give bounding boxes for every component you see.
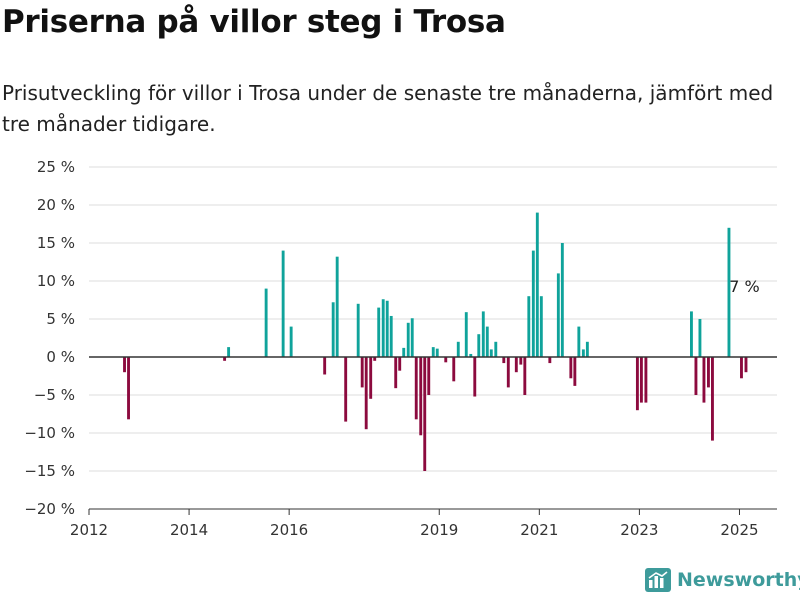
bar bbox=[373, 357, 377, 361]
y-tick-label: 5 % bbox=[46, 310, 75, 328]
bar bbox=[398, 357, 402, 371]
latest-value-annotation: 7 % bbox=[729, 277, 759, 296]
bar bbox=[581, 349, 585, 357]
bar bbox=[577, 326, 581, 357]
bar bbox=[690, 311, 693, 357]
bar bbox=[698, 319, 702, 357]
y-tick-label: 10 % bbox=[37, 272, 75, 290]
bar bbox=[477, 334, 481, 357]
bar bbox=[485, 326, 489, 357]
bar bbox=[556, 273, 560, 357]
y-tick-label: −15 % bbox=[24, 462, 75, 480]
bar bbox=[456, 341, 460, 357]
axes: −20 % −15 % −10 % −5 % 0 % 5 % 10 % 15 % 20 % 25 … bbox=[24, 158, 777, 539]
y-tick-label: 15 % bbox=[37, 234, 75, 252]
newsworthy-logo-text: Newsworthy bbox=[677, 569, 800, 591]
bar bbox=[744, 357, 748, 373]
y-tick-label: −10 % bbox=[24, 424, 75, 442]
bar bbox=[740, 357, 743, 379]
bar bbox=[506, 357, 510, 388]
bar bbox=[639, 357, 643, 403]
bar bbox=[635, 357, 639, 411]
bar bbox=[469, 353, 473, 357]
bar bbox=[427, 357, 431, 395]
bar bbox=[335, 256, 339, 357]
bar bbox=[385, 300, 389, 357]
bar bbox=[381, 299, 385, 357]
bar bbox=[281, 250, 285, 357]
bar bbox=[344, 357, 348, 422]
bar bbox=[481, 311, 485, 357]
bar bbox=[494, 341, 498, 357]
y-tick-label: 25 % bbox=[37, 158, 75, 176]
bar bbox=[394, 357, 398, 389]
bar bbox=[127, 357, 130, 420]
bars bbox=[123, 212, 748, 471]
bar bbox=[531, 250, 535, 357]
bar bbox=[264, 288, 268, 357]
bar bbox=[523, 357, 527, 395]
newsworthy-logo-icon bbox=[645, 568, 671, 592]
bar bbox=[527, 296, 531, 357]
bar bbox=[410, 318, 414, 357]
bar bbox=[702, 357, 706, 403]
bar bbox=[569, 357, 573, 379]
bar bbox=[369, 357, 373, 399]
bar bbox=[364, 357, 368, 430]
y-tick-label: 0 % bbox=[46, 348, 75, 366]
x-tick-label: 2016 bbox=[270, 521, 308, 539]
bar bbox=[539, 296, 543, 357]
bar bbox=[389, 315, 393, 357]
page-title: Priserna på villor steg i Trosa bbox=[2, 4, 506, 40]
bar bbox=[223, 357, 227, 361]
x-tick-label: 2019 bbox=[420, 521, 458, 539]
bar bbox=[406, 322, 410, 357]
newsworthy-logo: Newsworthy bbox=[645, 568, 800, 592]
bar bbox=[402, 347, 406, 357]
bar bbox=[573, 357, 577, 386]
y-tick-label: −5 % bbox=[34, 386, 75, 404]
x-tick-label: 2025 bbox=[720, 521, 758, 539]
bar bbox=[585, 341, 589, 357]
bar bbox=[444, 357, 448, 363]
y-tick-label: 20 % bbox=[37, 196, 75, 214]
bar bbox=[289, 326, 293, 357]
bar bbox=[360, 357, 364, 388]
bar bbox=[431, 347, 435, 357]
bar bbox=[502, 357, 506, 364]
bar bbox=[694, 357, 698, 395]
bar bbox=[356, 303, 360, 357]
x-tick-label: 2012 bbox=[70, 521, 108, 539]
bar bbox=[644, 357, 648, 403]
bar bbox=[323, 357, 327, 375]
bar bbox=[419, 357, 423, 436]
bar bbox=[519, 357, 523, 365]
x-tick-label: 2023 bbox=[620, 521, 658, 539]
bar bbox=[123, 357, 126, 373]
bar bbox=[560, 243, 564, 357]
x-tick-label: 2014 bbox=[170, 521, 208, 539]
bar bbox=[473, 357, 477, 397]
bar bbox=[548, 357, 552, 364]
bar bbox=[707, 357, 710, 388]
bar bbox=[711, 357, 714, 441]
bar bbox=[452, 357, 456, 382]
gridlines bbox=[89, 166, 777, 472]
y-tick-label: −20 % bbox=[24, 500, 75, 518]
bar bbox=[727, 227, 731, 357]
page-subtitle: Prisutveckling för villor i Trosa under … bbox=[2, 81, 774, 136]
bar bbox=[377, 307, 381, 357]
bar bbox=[331, 302, 335, 357]
bar bbox=[435, 348, 439, 357]
bar bbox=[514, 357, 518, 373]
x-tick-label: 2021 bbox=[520, 521, 558, 539]
bar bbox=[227, 347, 231, 357]
bar bbox=[464, 312, 468, 357]
bar bbox=[535, 212, 539, 357]
bar bbox=[423, 357, 427, 471]
bar bbox=[414, 357, 418, 420]
bar bbox=[489, 349, 493, 357]
